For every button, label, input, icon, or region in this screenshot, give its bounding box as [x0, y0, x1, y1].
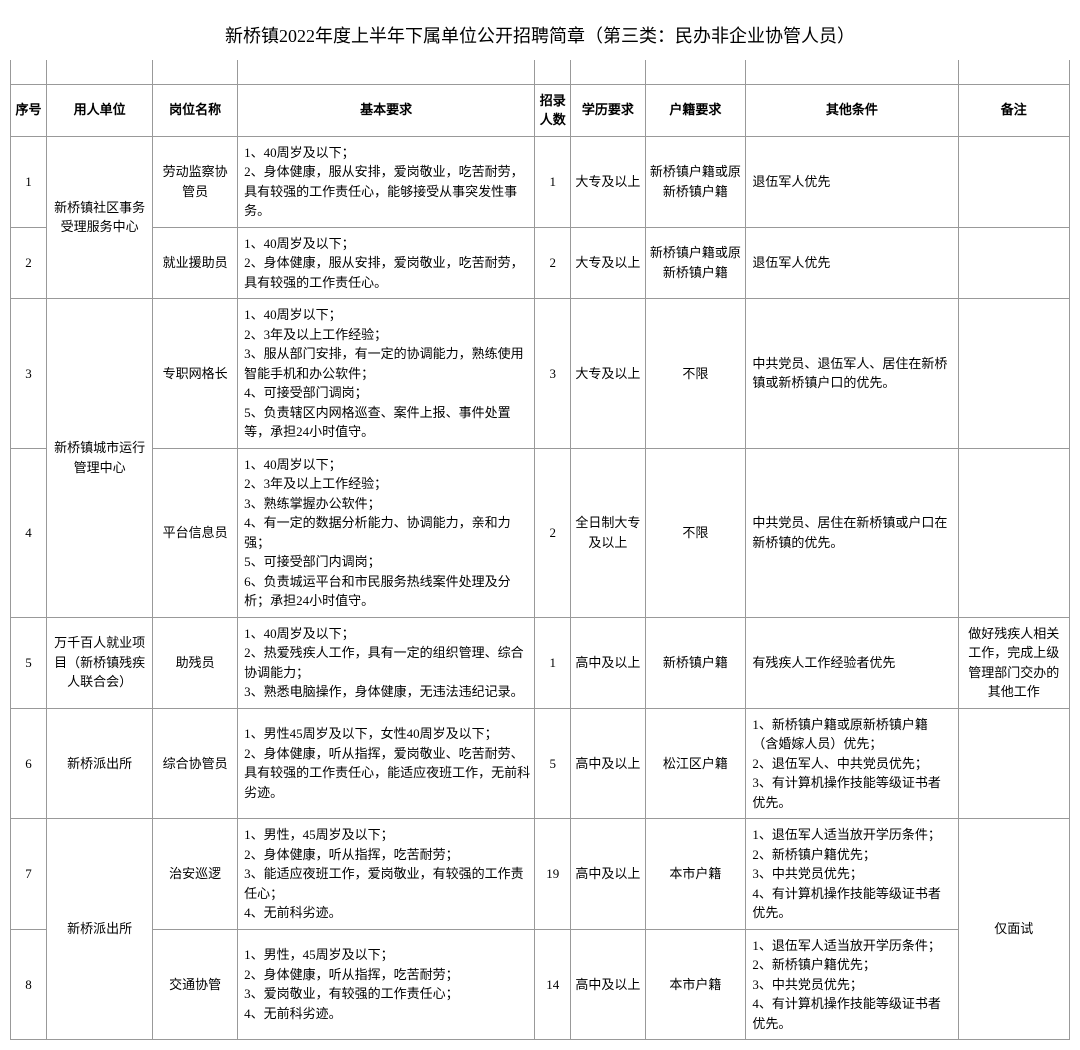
cell-registry: 新桥镇户籍或原新桥镇户籍 [645, 227, 746, 299]
cell-count: 2 [535, 227, 571, 299]
cell-requirement: 1、男性，45周岁及以下；2、身体健康，听从指挥，吃苦耐劳；3、爱岗敬业，有较强… [238, 929, 535, 1040]
cell-other: 中共党员、退伍军人、居住在新桥镇或新桥镇户口的优先。 [746, 299, 958, 449]
cell-seq: 4 [11, 448, 47, 617]
table-row: 6新桥派出所综合协管员1、男性45周岁及以下，女性40周岁及以下；2、身体健康，… [11, 708, 1070, 819]
cell-remark [958, 708, 1069, 819]
header-requirement: 基本要求 [238, 84, 535, 136]
header-other: 其他条件 [746, 84, 958, 136]
cell-requirement: 1、40周岁以下；2、3年及以上工作经验；3、服从部门安排，有一定的协调能力，熟… [238, 299, 535, 449]
cell-education: 高中及以上 [571, 929, 645, 1040]
cell-other: 1、退伍军人适当放开学历条件；2、新桥镇户籍优先；3、中共党员优先；4、有计算机… [746, 819, 958, 930]
cell-position: 综合协管员 [153, 708, 238, 819]
page-title: 新桥镇2022年度上半年下属单位公开招聘简章（第三类：民办非企业协管人员） [10, 10, 1070, 60]
cell-remark [958, 227, 1069, 299]
cell-education: 大专及以上 [571, 299, 645, 449]
cell-education: 大专及以上 [571, 227, 645, 299]
cell-other: 退伍军人优先 [746, 136, 958, 227]
cell-seq: 1 [11, 136, 47, 227]
cell-other: 退伍军人优先 [746, 227, 958, 299]
header-remark: 备注 [958, 84, 1069, 136]
cell-count: 2 [535, 448, 571, 617]
table-row: 1新桥镇社区事务受理服务中心劳动监察协管员1、40周岁及以下；2、身体健康，服从… [11, 136, 1070, 227]
header-row: 序号用人单位岗位名称基本要求招录人数学历要求户籍要求其他条件备注 [11, 84, 1070, 136]
cell-other: 1、新桥镇户籍或原新桥镇户籍（含婚嫁人员）优先；2、退伍军人、中共党员优先；3、… [746, 708, 958, 819]
cell-registry: 新桥镇户籍 [645, 617, 746, 708]
cell-seq: 8 [11, 929, 47, 1040]
cell-requirement: 1、男性45周岁及以下，女性40周岁及以下；2、身体健康，听从指挥，爱岗敬业、吃… [238, 708, 535, 819]
cell-requirement: 1、40周岁及以下；2、热爱残疾人工作，具有一定的组织管理、综合协调能力；3、熟… [238, 617, 535, 708]
cell-other: 有残疾人工作经验者优先 [746, 617, 958, 708]
cell-count: 14 [535, 929, 571, 1040]
cell-seq: 2 [11, 227, 47, 299]
cell-position: 交通协管 [153, 929, 238, 1040]
cell-registry: 新桥镇户籍或原新桥镇户籍 [645, 136, 746, 227]
cell-requirement: 1、男性，45周岁及以下；2、身体健康，听从指挥，吃苦耐劳；3、能适应夜班工作，… [238, 819, 535, 930]
recruitment-table: 序号用人单位岗位名称基本要求招录人数学历要求户籍要求其他条件备注1新桥镇社区事务… [10, 60, 1070, 1040]
table-row: 7新桥派出所治安巡逻1、男性，45周岁及以下；2、身体健康，听从指挥，吃苦耐劳；… [11, 819, 1070, 930]
table-row: 8 交通协管1、男性，45周岁及以下；2、身体健康，听从指挥，吃苦耐劳；3、爱岗敬… [11, 929, 1070, 1040]
cell-requirement: 1、40周岁及以下；2、身体健康，服从安排，爱岗敬业，吃苦耐劳，具有较强的工作责… [238, 136, 535, 227]
cell-requirement: 1、40周岁及以下；2、身体健康，服从安排，爱岗敬业，吃苦耐劳，具有较强的工作责… [238, 227, 535, 299]
cell-education: 高中及以上 [571, 708, 645, 819]
cell-remark: 做好残疾人相关工作，完成上级管理部门交办的其他工作 [958, 617, 1069, 708]
cell-remark [958, 448, 1069, 617]
table-row: 3新桥镇城市运行管理中心专职网格长1、40周岁以下；2、3年及以上工作经验；3、… [11, 299, 1070, 449]
header-registry: 户籍要求 [645, 84, 746, 136]
cell-other: 1、退伍军人适当放开学历条件；2、新桥镇户籍优先；3、中共党员优先；4、有计算机… [746, 929, 958, 1040]
cell-position: 就业援助员 [153, 227, 238, 299]
cell-registry: 本市户籍 [645, 819, 746, 930]
cell-unit: 新桥派出所 [47, 708, 153, 819]
cell-seq: 3 [11, 299, 47, 449]
cell-education: 高中及以上 [571, 819, 645, 930]
cell-count: 3 [535, 299, 571, 449]
cell-count: 19 [535, 819, 571, 930]
header-education: 学历要求 [571, 84, 645, 136]
cell-remark [958, 136, 1069, 227]
cell-position: 助残员 [153, 617, 238, 708]
header-count: 招录人数 [535, 84, 571, 136]
cell-registry: 不限 [645, 299, 746, 449]
cell-seq: 5 [11, 617, 47, 708]
cell-unit: 新桥镇社区事务受理服务中心 [47, 136, 153, 299]
cell-registry: 松江区户籍 [645, 708, 746, 819]
cell-position: 劳动监察协管员 [153, 136, 238, 227]
cell-registry: 不限 [645, 448, 746, 617]
cell-unit: 万千百人就业项目（新桥镇残疾人联合会） [47, 617, 153, 708]
cell-education: 高中及以上 [571, 617, 645, 708]
cell-requirement: 1、40周岁以下；2、3年及以上工作经验；3、熟练掌握办公软件；4、有一定的数据… [238, 448, 535, 617]
header-seq: 序号 [11, 84, 47, 136]
cell-position: 治安巡逻 [153, 819, 238, 930]
cell-seq: 7 [11, 819, 47, 930]
header-position: 岗位名称 [153, 84, 238, 136]
cell-seq: 6 [11, 708, 47, 819]
cell-registry: 本市户籍 [645, 929, 746, 1040]
header-unit: 用人单位 [47, 84, 153, 136]
cell-remark: 仅面试 [958, 819, 1069, 1040]
cell-education: 全日制大专及以上 [571, 448, 645, 617]
cell-unit: 新桥镇城市运行管理中心 [47, 299, 153, 618]
cell-remark [958, 299, 1069, 449]
cell-unit: 新桥派出所 [47, 819, 153, 1040]
cell-count: 5 [535, 708, 571, 819]
table-row: 4 平台信息员1、40周岁以下；2、3年及以上工作经验；3、熟练掌握办公软件；4、… [11, 448, 1070, 617]
spacer-row [11, 60, 1070, 84]
cell-position: 平台信息员 [153, 448, 238, 617]
cell-education: 大专及以上 [571, 136, 645, 227]
table-row: 5万千百人就业项目（新桥镇残疾人联合会）助残员1、40周岁及以下；2、热爱残疾人… [11, 617, 1070, 708]
cell-count: 1 [535, 136, 571, 227]
cell-other: 中共党员、居住在新桥镇或户口在新桥镇的优先。 [746, 448, 958, 617]
cell-count: 1 [535, 617, 571, 708]
cell-position: 专职网格长 [153, 299, 238, 449]
table-row: 2 就业援助员1、40周岁及以下；2、身体健康，服从安排，爱岗敬业，吃苦耐劳，具有… [11, 227, 1070, 299]
